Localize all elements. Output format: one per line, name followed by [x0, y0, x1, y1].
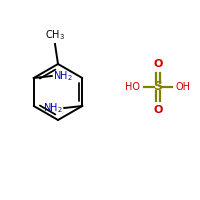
- Text: S: S: [154, 80, 162, 94]
- Text: NH$_2$: NH$_2$: [43, 101, 63, 115]
- Text: CH$_3$: CH$_3$: [45, 29, 65, 43]
- Text: O: O: [153, 105, 163, 115]
- Text: OH: OH: [176, 82, 191, 92]
- Text: O: O: [153, 59, 163, 69]
- Text: HO: HO: [125, 82, 140, 92]
- Text: NH$_2$: NH$_2$: [53, 69, 73, 83]
